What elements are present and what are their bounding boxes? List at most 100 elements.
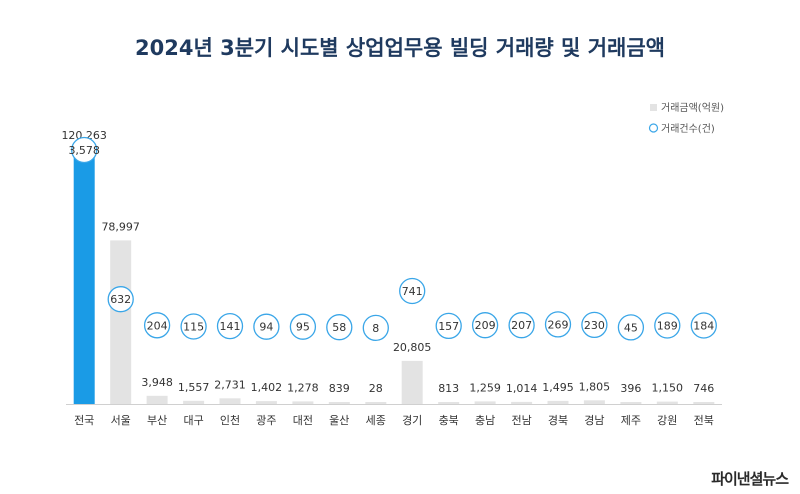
count-marker <box>180 313 207 340</box>
bar-value-label: 2,731 <box>214 378 246 391</box>
bar-value-label: 1,014 <box>506 382 538 395</box>
count-value-label: 141 <box>220 320 241 333</box>
category-label: 인천 <box>220 413 240 427</box>
count-value-label: 209 <box>475 319 496 332</box>
bar-부산 <box>146 395 168 404</box>
legend: 거래금액(억원) 거래건수(건) <box>648 102 724 135</box>
bar-value-label: 1,402 <box>251 381 283 394</box>
bar-value-label: 1,150 <box>652 382 684 395</box>
count-marker <box>253 313 280 340</box>
bar-서울 <box>110 240 132 404</box>
category-label: 광주 <box>256 414 276 427</box>
count-value-label: 157 <box>438 320 459 333</box>
legend-label-amount: 거래금액(억원) <box>661 102 724 114</box>
count-marker <box>690 312 717 339</box>
bar-제주 <box>620 402 642 404</box>
category-label: 서울 <box>111 414 131 427</box>
count-value-label: 741 <box>402 285 423 298</box>
count-marker <box>216 312 244 340</box>
count-value-label: 204 <box>147 319 168 332</box>
bar-value-label: 1,259 <box>469 381 501 394</box>
category-label: 경기 <box>402 414 422 427</box>
bar-충남 <box>474 401 496 404</box>
count-value-label: 230 <box>584 319 605 332</box>
category-label: 전북 <box>694 414 714 427</box>
count-value-label: 8 <box>372 322 379 335</box>
count-marker <box>544 311 572 338</box>
bar-경남 <box>583 400 605 404</box>
bar-value-label: 1,278 <box>287 381 319 394</box>
category-label: 경남 <box>584 414 604 427</box>
category-label: 세종 <box>366 414 386 427</box>
count-marker <box>107 286 134 313</box>
bar-value-label: 746 <box>693 382 714 395</box>
count-marker <box>471 312 499 339</box>
count-value-label: 3,578 <box>68 144 100 157</box>
bar-울산 <box>328 402 350 404</box>
bar-value-label: 1,557 <box>178 381 210 394</box>
bar-충북 <box>438 402 460 404</box>
category-label: 전남 <box>511 414 531 427</box>
count-value-label: 269 <box>548 318 569 331</box>
count-value-label: 94 <box>259 321 273 334</box>
count-value-label: 189 <box>657 320 678 333</box>
bar-강원 <box>656 401 678 404</box>
bar-경기 <box>401 360 423 404</box>
count-marker <box>654 312 681 339</box>
bar-value-label: 1,805 <box>579 380 611 393</box>
count-value-label: 58 <box>332 321 346 334</box>
legend-swatch-amount <box>650 104 657 111</box>
category-label: 강원 <box>657 414 677 427</box>
count-marker <box>435 312 462 340</box>
category-label: 부산 <box>147 414 167 427</box>
bar-세종 <box>365 402 387 404</box>
watermark-logo: 파이낸셜뉴스 <box>711 470 789 488</box>
bar-value-label: 1,495 <box>542 381 574 394</box>
count-marker <box>143 312 171 339</box>
category-label: 울산 <box>329 414 349 427</box>
bar-대구 <box>183 400 205 404</box>
bar-value-label: 120,263 <box>61 129 107 142</box>
bar-value-label: 396 <box>620 382 641 395</box>
bar-value-label: 28 <box>369 382 383 395</box>
category-label: 대전 <box>293 414 313 427</box>
count-marker <box>581 311 608 339</box>
count-value-label: 95 <box>296 321 310 334</box>
bar-전국 <box>73 155 95 404</box>
bar-전남 <box>511 401 533 404</box>
count-value-label: 184 <box>693 320 714 333</box>
count-marker <box>326 314 353 341</box>
bars-group <box>73 155 715 404</box>
chart-title: 2024년 3분기 시도별 상업업무용 빌딩 거래량 및 거래금액 <box>135 36 665 60</box>
category-label: 경북 <box>548 414 568 427</box>
count-marker <box>508 312 535 339</box>
legend-label-count: 거래건수(건) <box>661 123 715 135</box>
count-marker <box>362 314 389 342</box>
count-value-label: 207 <box>511 319 532 332</box>
count-marker <box>289 313 317 340</box>
count-markers-group: 3,578 632 204 115 141 94 95 58 8 741 157 209 207 269 2… <box>68 136 717 342</box>
legend-marker-count <box>648 123 659 133</box>
category-label: 전국 <box>74 414 94 427</box>
bar-인천 <box>219 398 241 404</box>
category-label: 대구 <box>183 414 203 427</box>
bar-value-label: 839 <box>329 382 350 395</box>
count-marker <box>399 277 426 305</box>
bar-대전 <box>292 401 314 404</box>
bar-경북 <box>547 400 569 404</box>
count-marker <box>617 314 645 341</box>
bar-광주 <box>255 401 277 404</box>
count-value-label: 45 <box>624 321 638 334</box>
category-label: 충북 <box>439 414 459 427</box>
category-label: 제주 <box>621 414 641 427</box>
category-label: 충남 <box>475 414 495 427</box>
count-marker <box>71 136 98 164</box>
bar-value-label: 813 <box>438 382 459 395</box>
bar-value-label: 78,997 <box>101 220 140 233</box>
bar-value-label: 20,805 <box>393 341 432 354</box>
bar-전북 <box>693 402 715 404</box>
bar-value-label: 3,948 <box>141 376 173 389</box>
category-labels-group: 전국 서울 부산 대구 인천 광주 대전 울산 세종 경기 충북 충남 전남 경북 경남 제주 강원 전북 <box>74 413 714 427</box>
